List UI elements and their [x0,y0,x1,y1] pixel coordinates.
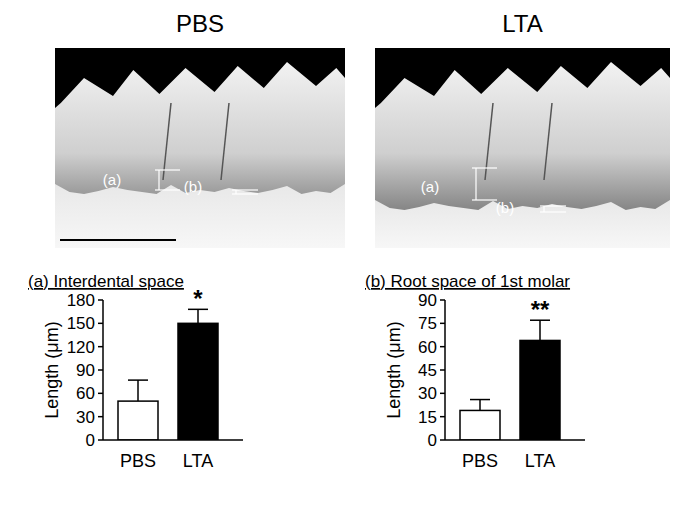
y-axis-label: Length (μm) [42,321,62,418]
error-cap [470,399,490,401]
figure: PBS (a) (b) LTA (a) (b) (a) Interdental space L… [0,0,700,510]
y-tick [98,416,103,418]
panel-label: (b) [496,199,514,216]
significance: ** [531,296,550,323]
error-line [539,320,541,340]
tooth-boundary [221,103,229,180]
bar [178,323,218,440]
error-line [479,400,481,411]
y-tick [440,439,445,441]
y-tick [440,393,445,395]
y-tick-label: 60 [76,384,95,403]
teeth [375,62,670,228]
measure-bracket [543,206,544,212]
chart: (a) Interdental space Length (μm) 0 30 60 90 1… [28,272,243,471]
x-axis [445,439,585,441]
y-tick [98,369,103,371]
y-tick-label: 30 [418,384,437,403]
marks [118,309,218,440]
bar [118,401,158,440]
measure-bracket [235,190,236,194]
chart-title: (b) Root space of 1st molar [365,272,570,291]
y-tick-label: 30 [76,408,95,427]
y-tick [98,393,103,395]
y-tick [98,439,103,441]
y-tick-label: 60 [418,338,437,357]
panel-title: PBS [176,10,224,37]
y-tick [440,346,445,348]
image-background [55,48,345,248]
image-background [375,48,670,248]
x-tick-label: LTA [183,451,213,471]
panel-label: (a) [421,178,439,195]
y-tick [98,323,103,325]
y-tick-label: 120 [67,338,95,357]
y-tick [440,323,445,325]
error-bar [530,320,550,340]
chart-title: (a) Interdental space [28,272,184,291]
error-cap [128,379,148,381]
panel-title: LTA [502,10,542,37]
y-tick [98,299,103,301]
bar [520,340,560,440]
chart: (b) Root space of 1st molar Length (μm) 0 1… [365,272,585,471]
x-tick-label: LTA [525,451,555,471]
scale-bar [60,239,176,241]
bone [375,200,670,248]
x-tick-label: PBS [120,451,156,471]
y-axis-label: Length (μm) [384,321,404,418]
tooth-boundary [163,103,171,180]
y-tick-label: 90 [418,291,437,310]
x-axis [103,439,243,441]
y-tick-label: 0 [86,431,95,450]
significance: * [193,285,203,312]
y-tick-label: 150 [67,314,95,333]
error-bar [128,380,148,401]
y-tick-label: 0 [428,431,437,450]
panel-label: (a) [103,171,121,188]
measure-bracket [475,168,476,200]
y-tick [440,299,445,301]
y-tick-label: 90 [76,361,95,380]
y-tick-label: 180 [67,291,95,310]
y-tick-label: 45 [418,361,437,380]
y-tick-label: 75 [418,314,437,333]
y-tick [98,346,103,348]
marks [460,320,560,440]
error-bar [470,400,490,411]
y-tick [440,416,445,418]
bar [460,410,500,440]
panel-label: (b) [184,178,202,195]
y-tick [440,369,445,371]
x-tick-label: PBS [462,451,498,471]
error-line [137,380,139,401]
measure-bracket [158,170,159,190]
tooth-boundary [544,103,552,180]
y-tick-label: 15 [418,408,437,427]
